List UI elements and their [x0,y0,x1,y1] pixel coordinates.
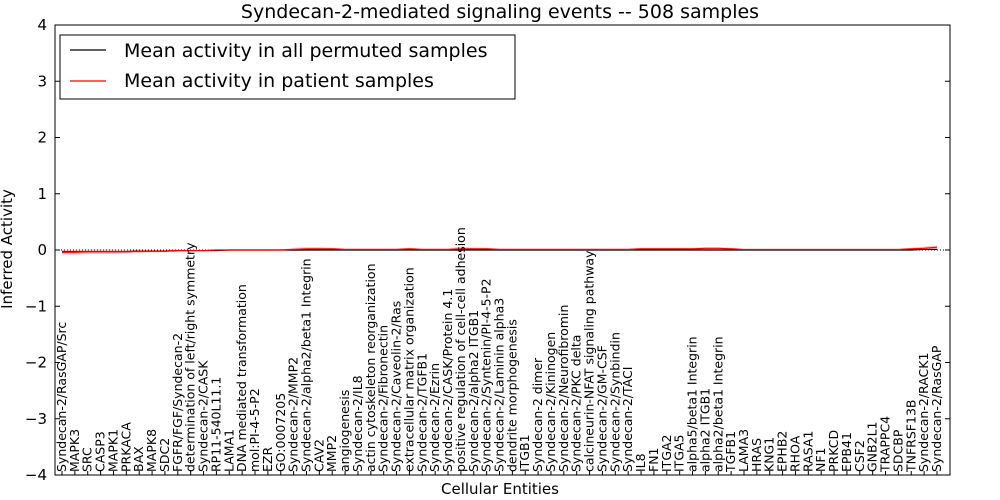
x-tick-label: Syndecan-2/MMP2 [286,357,301,472]
x-tick-label: positive regulation of cell-cell adhesio… [453,227,468,472]
x-tick-label: PRKACA [118,422,133,472]
x-tick-label: Syndecan-2/CASK [196,360,211,472]
x-tick-label: CAV2 [311,439,326,472]
x-tick-label: dendrite morphogenesis [504,319,519,472]
x-tick-label: Syndecan-2/CASK/Protein 4.1 [440,289,455,472]
x-tick-label: ITGA5 [672,434,687,472]
x-tick-label: ITGA2 [659,434,674,472]
x-tick-label: FN1 [646,448,661,473]
x-tick-label: Syndecan-2/Syntenin/PI-4-5-P2 [479,278,494,472]
x-tick-label: DNA mediated transformation [234,284,249,472]
x-tick-label: TRAPPC4 [878,416,893,473]
x-tick-label: PRKCD [826,430,841,472]
x-axis-label: Cellular Entities [441,480,559,498]
x-tick-label: Syndecan-2/RasGAP [929,345,944,472]
x-tick-label: alpha5/beta1 Integrin [685,336,700,472]
x-tick-label: ITGB1 [517,434,532,472]
y-tick-label: 4 [37,16,47,34]
y-tick-label: 2 [37,129,47,147]
x-tick-label: NF1 [813,448,828,473]
y-tick-label: −4 [25,466,47,484]
x-tick-label: Syndecan-2/IL8 [350,375,365,472]
legend-label-permuted: Mean activity in all permuted samples [124,40,487,62]
x-tick-label: determination of left/right symmetry [183,242,198,472]
x-tick-label: KNG1 [762,437,777,472]
x-tick-label: RP11-540L11.1 [208,377,223,472]
y-tick-label: 3 [37,72,47,90]
x-tick-label: alpha2/beta1 Integrin [710,336,725,472]
x-tick-label: Syndecan-2/alpha2/beta1 Integrin [298,258,313,472]
x-tick-label: SDCBP [890,429,905,472]
x-tick-label: Syndecan-2/Fibronectin [376,325,391,472]
x-tick-label: CASP3 [93,431,108,472]
x-tick-label: Syndecan-2/TGFB1 [414,353,429,472]
x-tick-label: SDC2 [157,438,172,472]
x-tick-label: RHOA [787,435,802,472]
x-tick-label: HRAS [749,438,764,472]
legend: Mean activity in all permuted samples Me… [59,34,516,100]
x-tick-label: Syndecan-2/alpha2 ITGB1 [466,310,481,472]
x-tick-label: LAMA1 [221,429,236,472]
legend-label-patient: Mean activity in patient samples [124,70,434,92]
series-line-patient [62,246,938,253]
plot-frame [54,24,951,476]
x-tick-label: actin cytoskeleton reorganization [363,263,378,472]
x-tick-label: GNB2L1 [865,422,880,472]
legend-box [59,34,516,100]
x-tick-label: CSF2 [852,440,867,472]
x-tick-label: alpha2 ITGB1 [697,388,712,472]
plot-area: 43210−1−2−3−4Syndecan-2/RasGAP/SrcMAPK3S… [25,16,951,484]
x-tick-label: Syndecan-2/GM-CSF [594,345,609,472]
x-tick-label: angiogenesis [337,390,352,472]
x-tick-label: extracellular matrix organization [401,267,416,472]
x-tick-label: MAPK1 [105,429,120,472]
chart-title: Syndecan-2-mediated signaling events -- … [241,1,759,23]
x-tick-label: Syndecan-2/RACK1 [916,353,931,472]
x-tick-label: TNFRSF13B [903,400,918,473]
x-tick-label: GO:0007205 [273,393,288,472]
x-tick-label: SRC [80,447,95,472]
x-tick-label: FGFR/FGF/Syndecan-2 [170,333,185,472]
x-tick-label: Syndecan-2/Synbindin [607,332,622,472]
x-tick-label: EPHB2 [775,431,790,472]
x-tick-label: LAMA3 [736,429,751,472]
x-tick-label: Syndecan-2/TACI [620,367,635,472]
x-tick-label: Syndecan-2/Laminin alpha3 [492,298,507,472]
y-tick-label: −2 [25,354,47,372]
y-tick-label: 1 [37,185,47,203]
x-tick-label: TGFB1 [723,431,738,473]
x-tick-label: Syndecan-2/Ezrin [427,363,442,472]
x-tick-label: mol:PI-4-5-P2 [247,388,262,472]
x-tick-label: EPB41 [839,432,854,472]
y-tick-label: −1 [25,297,47,315]
x-tick-label: MAPK3 [67,429,82,472]
x-tick-label: Syndecan-2/RasGAP/Src [54,322,69,472]
x-tick-label: calcineurin-NFAT signaling pathway [582,250,597,472]
y-tick-label: 0 [37,241,47,259]
x-tick-label: Syndecan-2/Caveolin-2/Ras [389,301,404,472]
y-tick-label: −3 [25,410,47,428]
x-tick-label: RASA1 [800,431,815,472]
x-tick-label: Syndecan-2/PKC delta [569,335,584,472]
x-tick-label: MAPK8 [144,429,159,472]
x-tick-label: BAX [131,446,146,472]
x-tick-label: MMP2 [324,435,339,472]
x-tick-label: Syndecan-2/Kininogen [543,332,558,472]
x-tick-label: EZR [260,447,275,472]
x-tick-label: Syndecan-2/Neurofibromin [556,305,571,472]
x-tick-label: Syndecan-2 dimer [530,357,545,472]
x-tick-label: IL8 [633,453,648,472]
y-axis-label: Inferred Activity [0,189,16,309]
